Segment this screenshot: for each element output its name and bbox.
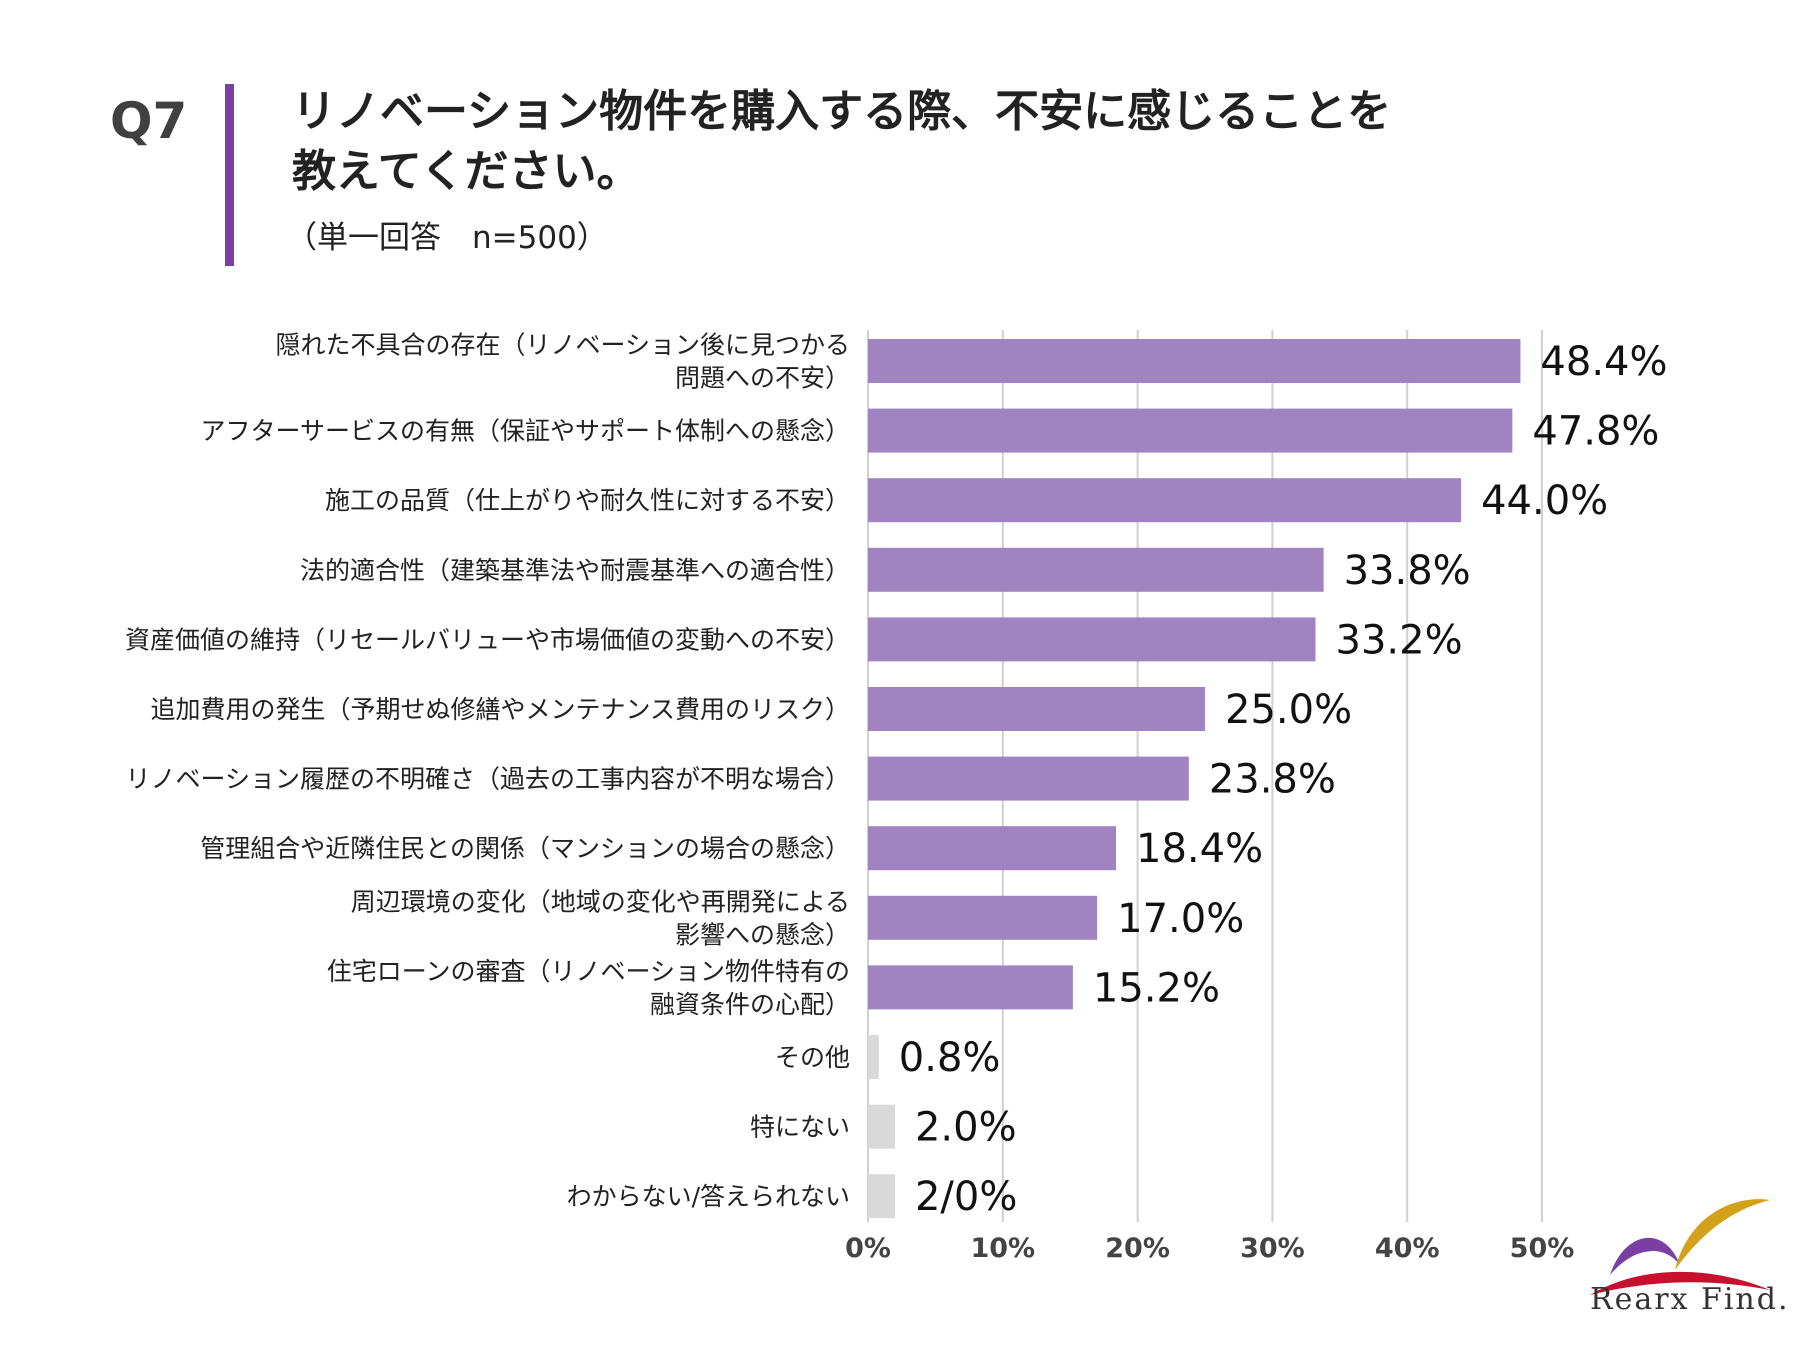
bar — [868, 617, 1316, 662]
category-label: その他 — [775, 1043, 850, 1072]
value-label: 18.4% — [1136, 826, 1263, 872]
bar — [868, 478, 1462, 523]
logo-text: Rearx Find. — [1590, 1282, 1790, 1317]
x-tick-label: 20% — [1105, 1233, 1170, 1264]
category-label: 特にない — [750, 1113, 850, 1142]
title-line-2: 教えてください。 — [292, 146, 641, 197]
bar — [868, 1174, 895, 1219]
value-label: 47.8% — [1532, 409, 1659, 455]
value-label: 48.4% — [1540, 339, 1667, 385]
x-tick-label: 50% — [1510, 1233, 1575, 1264]
category-label: 追加費用の発生（予期せぬ修繕やメンテナンス費用のリスク） — [150, 695, 850, 724]
x-tick-label: 30% — [1240, 1233, 1305, 1264]
bar — [868, 687, 1205, 731]
chart-title: リノベーション物件を購入する際、不安に感じることを 教えてください。 — [292, 82, 1391, 202]
value-label: 0.8% — [899, 1035, 1001, 1081]
category-label: 施工の品質（仕上がりや耐久性に対する不安） — [325, 486, 850, 515]
category-label: リノベーション履歴の不明確さ（過去の工事内容が不明な場合） — [125, 765, 850, 794]
bar — [868, 1104, 895, 1149]
value-label: 33.8% — [1344, 548, 1471, 594]
category-label: 資産価値の維持（リセールバリューや市場価値の変動への不安） — [125, 625, 850, 654]
category-label: わからない/答えられない — [567, 1182, 850, 1211]
bar — [868, 826, 1117, 871]
value-label: 23.8% — [1209, 757, 1336, 803]
bar — [868, 756, 1189, 801]
bar — [868, 547, 1324, 592]
accent-bar — [225, 84, 234, 266]
category-label: アフターサービスの有無（保証やサポート体制への懸念） — [200, 417, 850, 446]
category-label: 周辺環境の変化（地域の変化や再開発による — [351, 887, 850, 916]
category-label: 管理組合や近隣住民との関係（マンションの場合の懸念） — [200, 834, 850, 863]
question-number: Q7 — [110, 92, 188, 150]
bar — [868, 339, 1521, 383]
category-label: 法的適合性（建築基準法や耐震基準への適合性） — [300, 556, 850, 585]
x-tick-label: 0% — [845, 1233, 891, 1264]
x-tick-label: 40% — [1375, 1233, 1440, 1264]
value-label: 2.0% — [915, 1105, 1017, 1151]
category-label: 融資条件の心配） — [650, 990, 850, 1019]
category-label: 隠れた不具合の存在（リノベーション後に見つかる — [275, 331, 850, 360]
chart-subtitle: （単一回答 n=500） — [286, 220, 608, 256]
bar — [868, 1035, 879, 1079]
value-label: 33.2% — [1336, 617, 1463, 663]
bar — [868, 965, 1073, 1010]
value-label: 17.0% — [1117, 896, 1244, 942]
value-label: 2/0% — [915, 1174, 1017, 1220]
value-label: 15.2% — [1093, 965, 1220, 1011]
category-label: 影響への懸念） — [675, 920, 850, 949]
value-label: 25.0% — [1225, 687, 1352, 733]
bar — [868, 895, 1098, 940]
category-label: 住宅ローンの審査（リノベーション物件特有の — [327, 957, 850, 986]
logo-mark-icon — [1590, 1199, 1770, 1295]
bar — [868, 408, 1513, 453]
category-label: 問題への不安） — [675, 364, 850, 393]
title-line-1: リノベーション物件を購入する際、不安に感じることを — [292, 86, 1392, 137]
x-tick-label: 10% — [970, 1233, 1035, 1264]
value-label: 44.0% — [1481, 478, 1608, 524]
